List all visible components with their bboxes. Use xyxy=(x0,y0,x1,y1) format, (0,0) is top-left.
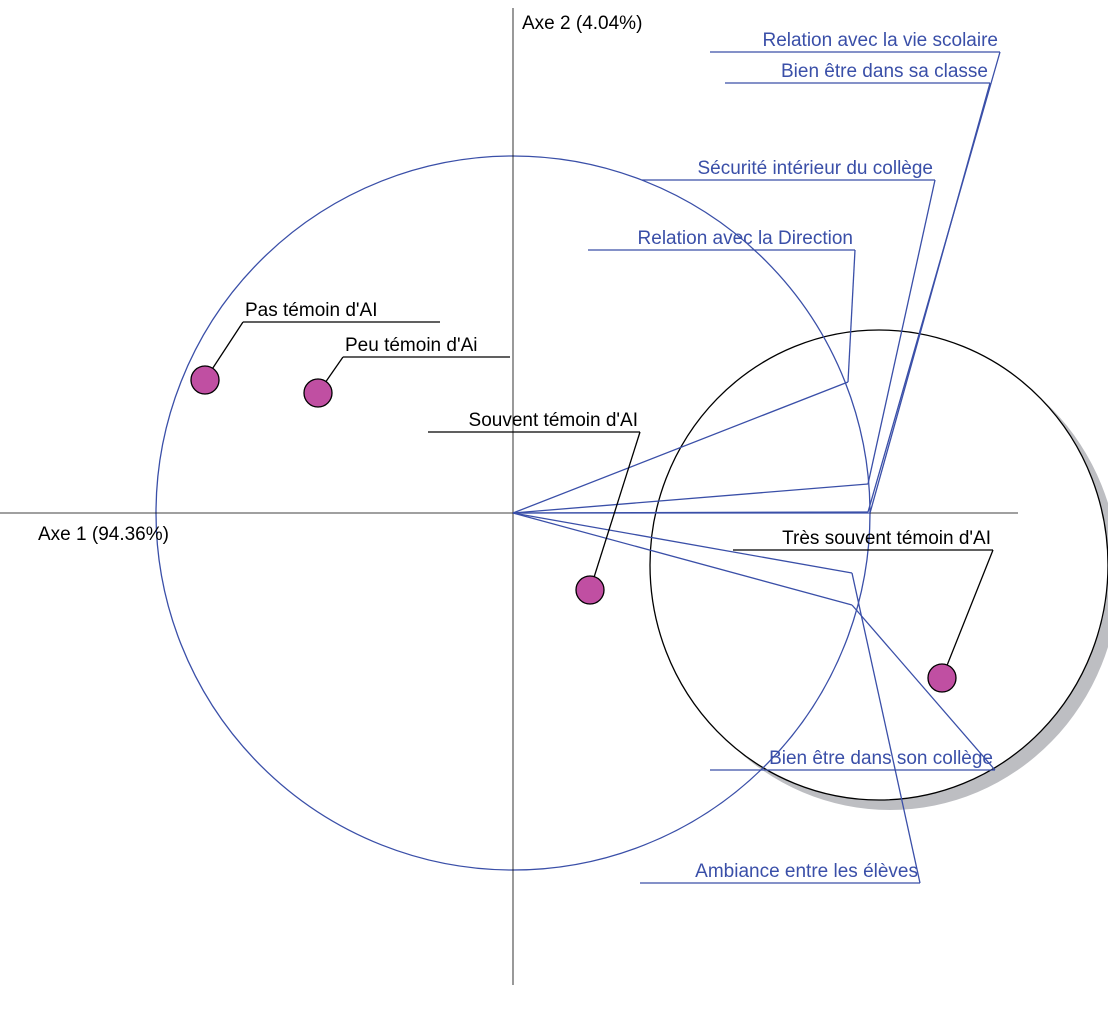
individual-point xyxy=(303,378,333,408)
leader-line xyxy=(941,549,994,679)
individual-point xyxy=(190,365,220,395)
variable-vector xyxy=(512,381,849,514)
leader-line xyxy=(867,179,936,485)
leader-line xyxy=(851,572,921,884)
y-axis-label: Axe 2 (4.04%) xyxy=(522,13,642,34)
x-axis-label: Axe 1 (94.36%) xyxy=(38,524,169,545)
variable-vector xyxy=(512,483,869,514)
individual-label: Peu témoin d'Ai xyxy=(345,335,477,356)
variable-label: Relation avec la vie scolaire xyxy=(762,30,998,51)
variable-vector xyxy=(512,512,853,606)
variable-label: Sécurité intérieur du collège xyxy=(697,158,933,179)
individual-label: Pas témoin d'AI xyxy=(245,300,377,321)
variable-label: Ambiance entre les élèves xyxy=(695,861,918,882)
leader-line xyxy=(851,604,996,771)
variable-label: Bien être dans sa classe xyxy=(781,61,988,82)
individual-point xyxy=(575,575,605,605)
leader-line xyxy=(589,431,641,591)
leader-line xyxy=(847,249,856,383)
variable-label: Bien être dans son collège xyxy=(769,748,993,769)
individual-point xyxy=(927,663,957,693)
variable-vector xyxy=(512,512,853,574)
variable-label: Relation avec la Direction xyxy=(638,228,853,249)
individual-label: Souvent témoin d'AI xyxy=(469,410,638,431)
individual-label: Très souvent témoin d'AI xyxy=(782,528,991,549)
group-circle xyxy=(649,329,1108,801)
labels-layer: Relation avec la vie scolaire Bien être d… xyxy=(190,30,1001,884)
leader-line xyxy=(869,82,991,514)
